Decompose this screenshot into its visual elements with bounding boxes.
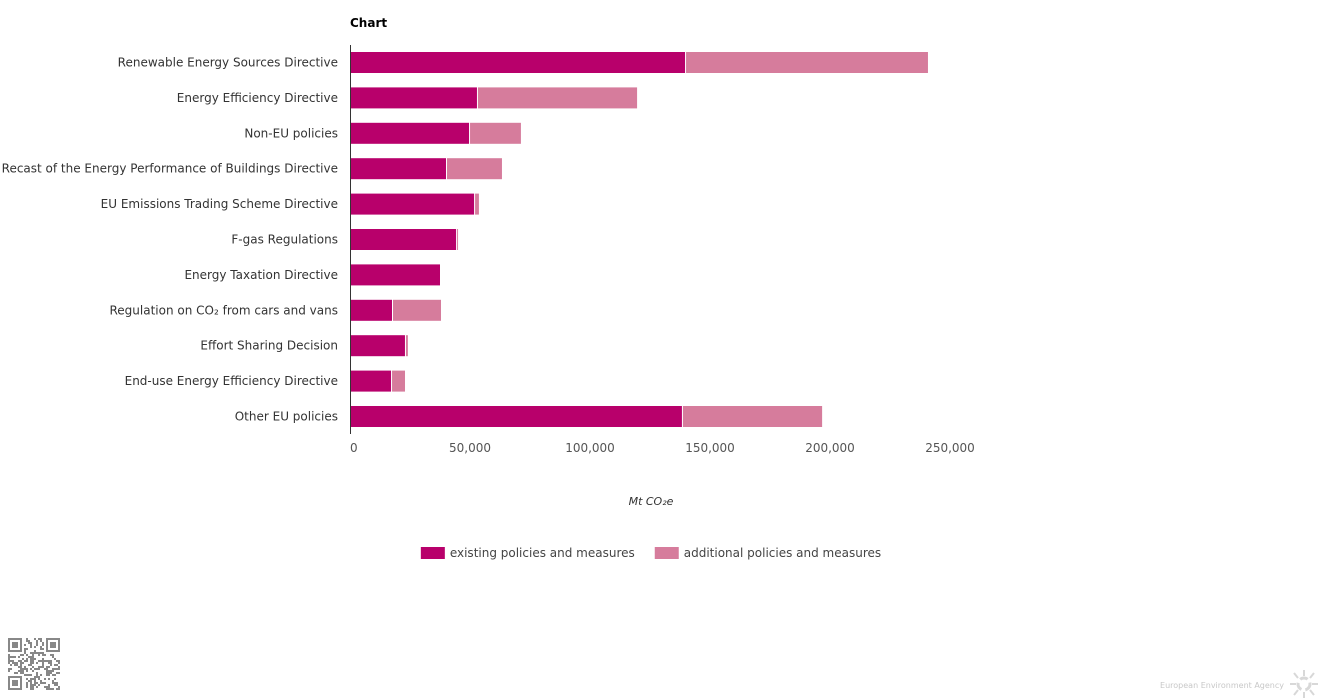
category-labels: Renewable Energy Sources Directive Energy… [2, 56, 338, 424]
category-label: End-use Energy Efficiency Directive [125, 374, 338, 388]
bar-existing[interactable] [351, 406, 682, 427]
bar-additional[interactable] [447, 158, 502, 180]
category-label: Recast of the Energy Performance of Buil… [2, 162, 338, 176]
bar-existing[interactable] [351, 122, 470, 144]
eea-logo-icon [1290, 670, 1318, 698]
bar-additional[interactable] [405, 335, 408, 357]
category-label: Other EU policies [235, 410, 338, 424]
bars [351, 52, 928, 427]
category-label: F-gas Regulations [231, 233, 338, 247]
bar-existing[interactable] [351, 229, 457, 250]
x-tick-label: 250,000 [925, 441, 975, 455]
bar-existing[interactable] [351, 87, 477, 109]
category-label: Renewable Energy Sources Directive [118, 56, 338, 70]
x-tick-label: 100,000 [565, 441, 615, 455]
bar-additional[interactable] [392, 370, 405, 392]
legend-swatch [654, 547, 679, 559]
category-label: Energy Taxation Directive [184, 268, 338, 282]
category-label: Non-EU policies [244, 126, 338, 140]
bar-additional[interactable] [393, 299, 441, 321]
category-label: Energy Efficiency Directive [177, 91, 338, 105]
bar-additional[interactable] [686, 52, 928, 73]
agency-name: European Environment Agency [1160, 681, 1284, 690]
x-tick-label: 200,000 [805, 441, 855, 455]
x-axis-ticks: 0 50,000 100,000 150,000 200,000 250,000 [350, 441, 975, 455]
category-label: Regulation on CO₂ from cars and vans [110, 303, 339, 317]
bar-existing[interactable] [351, 193, 475, 215]
bar-additional[interactable] [475, 193, 479, 215]
qr-code [8, 638, 60, 690]
x-tick-label: 0 [350, 441, 358, 455]
category-label: EU Emissions Trading Scheme Directive [101, 197, 338, 211]
x-tick-label: 150,000 [685, 441, 735, 455]
bar-existing[interactable] [351, 299, 392, 321]
bar-existing[interactable] [351, 370, 392, 392]
bar-additional[interactable] [457, 229, 459, 250]
x-axis-title: Mt CO₂e [629, 495, 674, 508]
bar-additional[interactable] [470, 122, 521, 144]
legend: existing policies and measures additional… [420, 546, 881, 560]
category-label: Effort Sharing Decision [200, 339, 338, 353]
bar-existing[interactable] [351, 52, 686, 73]
legend-label[interactable]: additional policies and measures [684, 546, 881, 560]
x-tick-label: 50,000 [449, 441, 491, 455]
bar-additional[interactable] [682, 406, 823, 427]
bar-existing[interactable] [351, 264, 440, 286]
chart-title: Chart [350, 16, 387, 30]
legend-label[interactable]: existing policies and measures [450, 546, 635, 560]
bar-existing[interactable] [351, 158, 446, 180]
bar-existing[interactable] [351, 335, 405, 357]
legend-swatch [420, 547, 445, 559]
bar-additional[interactable] [477, 87, 638, 109]
